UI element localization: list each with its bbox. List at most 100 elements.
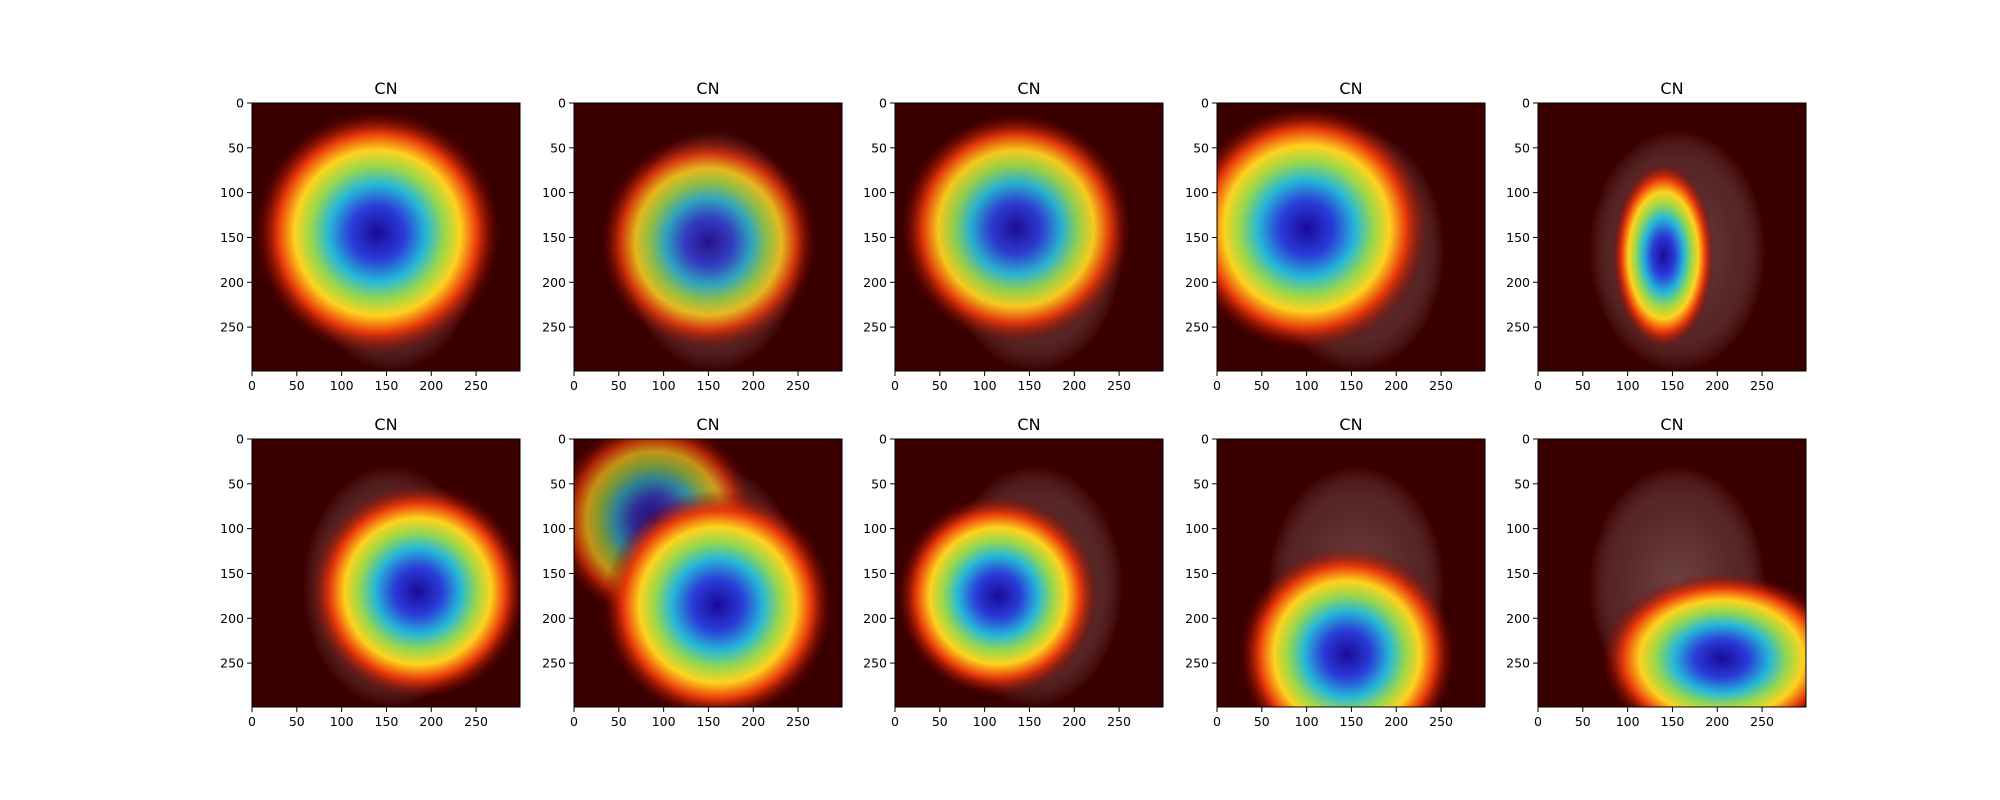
y-tick-label: 250 [863,320,887,335]
x-tick-label: 0 [1534,714,1542,729]
y-tick-label: 150 [542,230,566,245]
y-tick-label: 200 [863,275,887,290]
x-tick-label: 150 [1340,714,1364,729]
y-tick-label: 100 [220,521,244,536]
heatmap-image [574,439,842,707]
y-tick-label: 0 [558,432,566,447]
y-tick-label: 100 [1506,185,1530,200]
x-tick-label: 200 [741,378,765,393]
x-tick-label: 100 [330,714,354,729]
panel-title: CN [1660,415,1683,434]
y-tick-label: 200 [220,275,244,290]
y-tick-label: 100 [1185,521,1209,536]
x-tick-label: 250 [1750,378,1774,393]
panel-title: CN [1339,415,1362,434]
x-tick-label: 100 [1295,714,1319,729]
x-tick-label: 250 [1429,378,1453,393]
x-tick-label: 200 [1705,378,1729,393]
x-tick-label: 250 [786,714,810,729]
x-tick-label: 50 [932,378,948,393]
activation-hotspot [310,483,520,699]
x-tick-label: 0 [570,714,578,729]
y-tick-label: 150 [542,566,566,581]
heatmap-image [574,103,842,371]
y-tick-label: 250 [863,656,887,671]
x-tick-label: 150 [375,714,399,729]
x-tick-label: 100 [652,378,676,393]
y-tick-label: 50 [228,140,244,155]
y-tick-label: 50 [1193,476,1209,491]
y-tick-label: 0 [1201,96,1209,111]
y-tick-label: 200 [1506,611,1530,626]
activation-hotspot [255,111,500,355]
x-tick-label: 0 [1534,378,1542,393]
y-tick-label: 50 [1193,140,1209,155]
x-tick-label: 0 [1213,378,1221,393]
x-tick-label: 100 [1616,378,1640,393]
panel-title: CN [696,415,719,434]
x-tick-label: 50 [1254,714,1270,729]
activation-hotspot [1217,106,1429,351]
x-tick-label: 0 [248,714,256,729]
x-tick-label: 150 [1018,378,1042,393]
x-tick-label: 200 [419,714,443,729]
x-tick-label: 0 [570,378,578,393]
y-tick-label: 150 [220,566,244,581]
panel-4: CN 0 50 100 150 200 250 0 50 100 150 200 250 [1185,79,1486,393]
y-tick-label: 0 [1522,432,1530,447]
heatmap-image [1538,439,1806,707]
heatmap-image [1217,439,1485,707]
panel-3: CN 0 50 100 150 200 250 0 50 100 150 200 250 [863,79,1164,393]
activation-hotspot [1239,546,1455,707]
panel-9: CN 0 50 100 150 200 250 0 50 100 150 200 250 [1185,415,1486,729]
y-tick-label: 0 [236,96,244,111]
y-tick-label: 0 [879,96,887,111]
panel-title: CN [1339,79,1362,98]
y-tick-label: 200 [1185,275,1209,290]
x-tick-label: 200 [1705,714,1729,729]
y-tick-label: 200 [542,275,566,290]
y-tick-label: 200 [1506,275,1530,290]
x-tick-label: 250 [464,378,488,393]
heatmap-image [252,103,520,371]
x-tick-label: 200 [1384,714,1408,729]
activation-hotspot [901,113,1131,344]
x-tick-label: 250 [1750,714,1774,729]
x-tick-label: 50 [611,378,627,393]
y-tick-label: 150 [863,230,887,245]
y-tick-label: 100 [542,185,566,200]
x-tick-label: 150 [1661,378,1685,393]
x-tick-label: 0 [891,714,899,729]
panel-title: CN [696,79,719,98]
y-tick-label: 150 [863,566,887,581]
heatmap-image [895,439,1163,707]
y-tick-label: 0 [236,432,244,447]
panel-7: CN 0 50 100 150 200 250 0 50 100 150 200 250 [542,415,843,729]
y-tick-label: 150 [220,230,244,245]
panel-title: CN [374,415,397,434]
x-tick-label: 250 [1107,378,1131,393]
y-tick-label: 150 [1506,230,1530,245]
x-tick-label: 100 [652,714,676,729]
x-tick-label: 200 [1062,378,1086,393]
y-tick-label: 0 [1522,96,1530,111]
y-tick-label: 50 [228,476,244,491]
panel-6: CN 0 50 100 150 200 250 0 50 100 150 200 250 [220,415,521,729]
x-tick-label: 50 [1575,714,1591,729]
x-tick-label: 150 [697,714,721,729]
panel-title: CN [374,79,397,98]
y-tick-label: 50 [1514,476,1530,491]
x-tick-label: 200 [1062,714,1086,729]
y-tick-label: 100 [1185,185,1209,200]
x-tick-label: 100 [973,378,997,393]
y-tick-label: 200 [542,611,566,626]
y-tick-label: 250 [220,320,244,335]
y-tick-label: 100 [542,521,566,536]
y-tick-label: 0 [1201,432,1209,447]
y-tick-label: 150 [1185,566,1209,581]
y-tick-label: 100 [1506,521,1530,536]
y-tick-label: 250 [542,320,566,335]
x-tick-label: 50 [1575,378,1591,393]
x-tick-label: 100 [1616,714,1640,729]
